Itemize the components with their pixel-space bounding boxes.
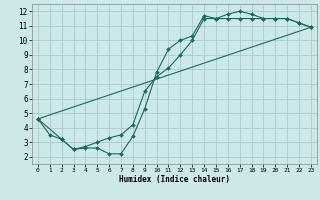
X-axis label: Humidex (Indice chaleur): Humidex (Indice chaleur)	[119, 175, 230, 184]
